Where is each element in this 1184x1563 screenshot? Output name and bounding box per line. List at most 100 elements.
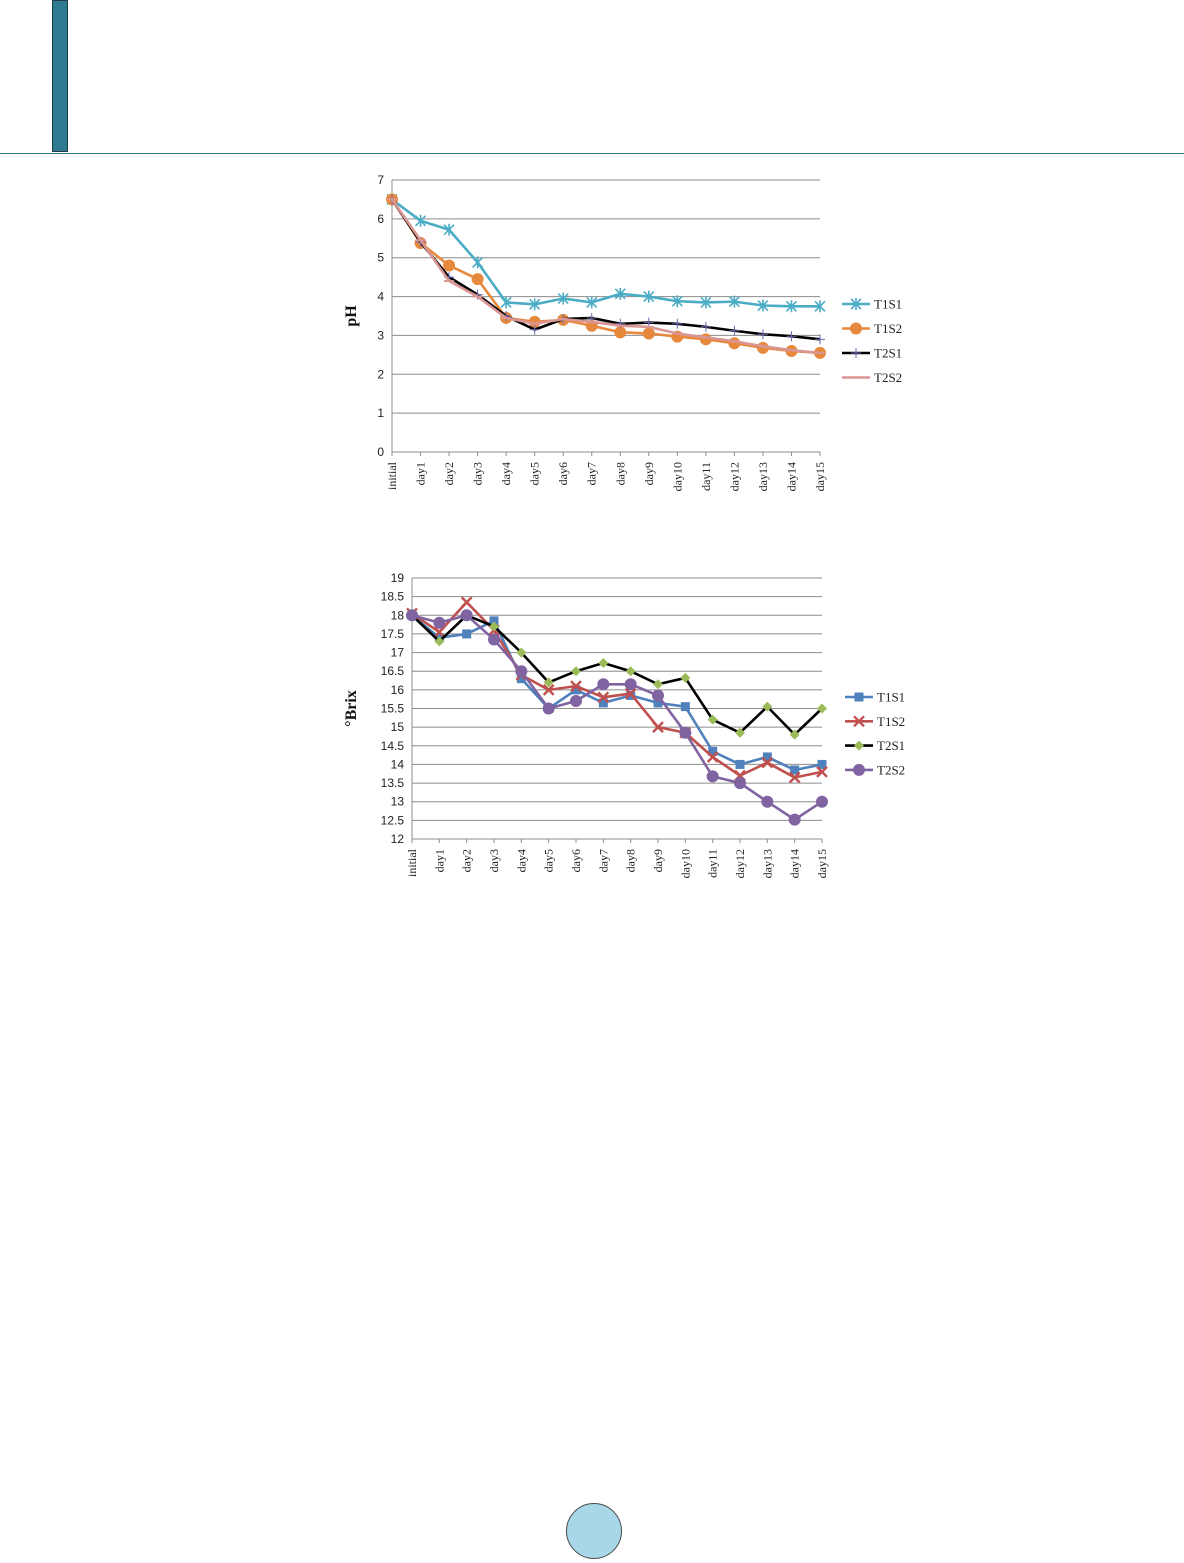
y-tick-label: 14.5 — [381, 739, 405, 753]
data-point-t1s1 — [700, 296, 712, 309]
data-point-t2s1 — [817, 703, 827, 714]
series-t1s1 — [407, 610, 827, 775]
x-tick-label: day12 — [733, 849, 747, 878]
legend-entry-t1s1: T1S1 — [845, 690, 905, 705]
data-point-t2s1 — [735, 727, 745, 738]
series-line-t1s2 — [390, 198, 821, 355]
data-point-t2s2 — [788, 813, 801, 826]
y-tick-label: 2 — [377, 367, 384, 381]
data-point-t2s1 — [625, 666, 636, 677]
legend-label: T2S1 — [877, 738, 905, 753]
data-point-t1s2 — [443, 259, 456, 272]
x-tick-label: day2 — [460, 849, 474, 872]
y-tick-label: 5 — [377, 251, 384, 265]
ph-chart: 0 1 2 3 4 5 6 7 initial day1 day2 day3 day4 day5 day6 d… — [343, 173, 902, 491]
y-tick-label: 16 — [391, 683, 405, 697]
legend-entry-t2s2: T2S2 — [845, 762, 905, 777]
y-tick-label: 1 — [377, 406, 384, 420]
data-point-t2s1 — [543, 677, 554, 688]
data-point-t1s1 — [680, 702, 690, 712]
x-tick-label: day5 — [542, 849, 556, 872]
data-point-t1s2 — [433, 626, 446, 638]
y-tick-label: 19 — [391, 571, 405, 585]
data-point-t1s1 — [489, 616, 499, 626]
legend-label: T1S2 — [874, 321, 902, 336]
legend-entry-t2s1: T2S1 — [845, 738, 905, 753]
data-point-t1s1 — [500, 296, 512, 309]
data-point-t1s1 — [728, 295, 740, 308]
data-point-t2s2 — [406, 609, 418, 622]
data-point-t2s2 — [488, 633, 500, 646]
x-tick-label: day10 — [678, 849, 692, 878]
data-point-t1s1 — [614, 287, 626, 300]
data-point-t1s2 — [471, 273, 484, 286]
data-point-t2s1 — [729, 325, 740, 336]
x-tick-label: day8 — [624, 849, 638, 872]
y-tick-label: 4 — [377, 290, 384, 304]
data-point-t2s1 — [516, 647, 527, 658]
data-point-t2s1 — [680, 672, 691, 683]
data-point-t2s2 — [433, 616, 446, 629]
legend-entry-t1s1: T1S1 — [842, 297, 902, 312]
x-tick-label: day3 — [487, 849, 501, 872]
data-point-t2s2 — [734, 777, 746, 790]
y-tick-label: 3 — [377, 328, 384, 342]
x-tick-label: day14 — [788, 849, 802, 878]
data-point-t2s1 — [598, 658, 609, 669]
legend-label: T2S2 — [877, 762, 905, 777]
legend-marker — [850, 298, 862, 310]
data-point-t1s1 — [790, 765, 800, 775]
data-point-t2s1 — [757, 329, 768, 340]
data-point-t1s1 — [643, 290, 655, 303]
data-point-t1s1 — [472, 256, 484, 269]
x-tick-label: day6 — [569, 849, 583, 872]
page-number-badge — [566, 1503, 622, 1559]
data-point-t1s1 — [817, 759, 827, 769]
y-tick-label: 16.5 — [381, 664, 405, 678]
data-point-t1s1 — [814, 300, 826, 313]
legend-entry-t2s1: T2S1 — [842, 346, 902, 361]
data-point-t2s1 — [489, 621, 499, 632]
y-tick-label: 15.5 — [381, 702, 405, 716]
data-point-t2s2 — [597, 678, 610, 691]
x-tick-label: day7 — [585, 462, 599, 485]
x-tick-label: initial — [385, 461, 399, 490]
x-tick-label: day4 — [514, 849, 528, 872]
x-tick-label: day8 — [613, 462, 627, 485]
legend-label: T1S2 — [877, 714, 905, 729]
data-point-t2s2 — [761, 795, 774, 808]
series-line-t1s1 — [391, 198, 820, 308]
data-point-t1s2 — [761, 756, 774, 769]
legend-marker — [854, 692, 864, 702]
data-point-t1s1 — [529, 298, 541, 311]
x-tick-label: day14 — [784, 462, 798, 491]
data-point-t1s1 — [462, 629, 472, 639]
legend-entry-t2s2: T2S2 — [842, 370, 902, 385]
y-tick-label: 14 — [391, 757, 405, 771]
y-axis-label: °Brix — [343, 690, 360, 727]
data-point-t1s1 — [586, 296, 598, 309]
x-tick-label: day12 — [727, 462, 741, 491]
data-point-t1s1 — [653, 698, 663, 708]
data-point-t1s2 — [706, 751, 719, 763]
legend-label: T1S1 — [874, 297, 902, 312]
data-point-t2s1 — [672, 318, 683, 329]
x-tick-label: day9 — [651, 849, 665, 872]
x-tick-label: day5 — [528, 462, 542, 485]
x-tick-label: day6 — [556, 462, 570, 485]
x-tick-label: day15 — [813, 462, 827, 491]
header-accent-bar — [52, 0, 68, 152]
data-point-t2s1 — [762, 701, 773, 712]
legend-label: T2S1 — [874, 346, 902, 361]
data-point-t1s1 — [762, 752, 772, 762]
x-tick-label: initial — [405, 848, 419, 877]
x-tick-label: day11 — [706, 849, 720, 878]
data-point-t2s2 — [706, 770, 719, 783]
x-tick-label: day15 — [815, 849, 829, 878]
series-t1s1 — [386, 193, 826, 313]
x-tick-label: day7 — [596, 849, 610, 872]
y-tick-label: 6 — [377, 212, 384, 226]
data-point-t2s2 — [652, 689, 664, 702]
legend-marker — [854, 740, 864, 751]
series-line-t1s2 — [411, 600, 823, 779]
